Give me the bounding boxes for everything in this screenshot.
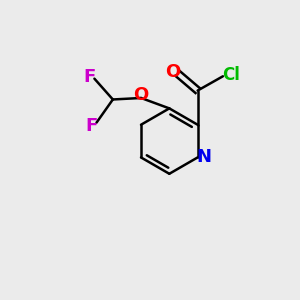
Text: Cl: Cl — [222, 66, 240, 84]
Text: F: F — [85, 117, 98, 135]
Text: F: F — [83, 68, 95, 86]
Text: O: O — [133, 86, 148, 104]
Text: O: O — [165, 63, 180, 81]
Text: N: N — [197, 148, 212, 166]
